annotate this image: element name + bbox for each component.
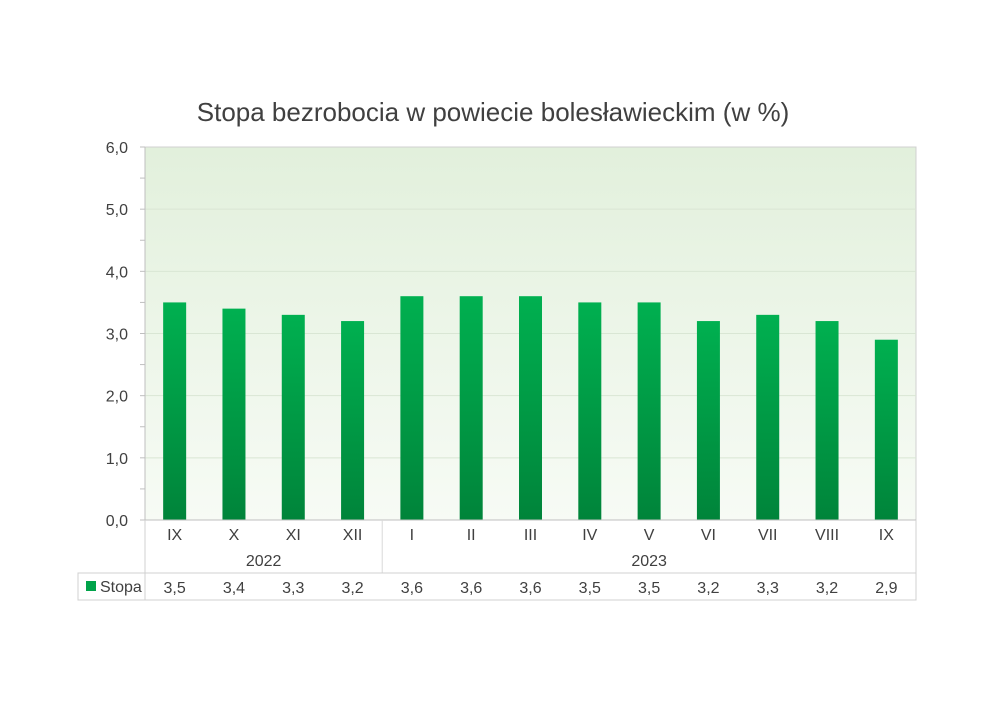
data-table-value: 2,9 <box>875 580 897 597</box>
bar <box>222 308 246 520</box>
y-tick-label: 3,0 <box>106 327 128 344</box>
data-table-value: 3,6 <box>460 580 482 597</box>
bar <box>756 314 780 520</box>
data-table-border <box>77 572 917 601</box>
legend-key <box>86 581 96 591</box>
data-table: Stopa 3,5 3,4 3,3 3,2 3,6 3,6 3,6 3,5 3,5 3,2 3,3 3… <box>77 520 917 601</box>
bar <box>400 296 424 520</box>
bar <box>874 339 898 520</box>
data-table-value: 3,5 <box>164 580 186 597</box>
data-table-value: 3,4 <box>223 580 245 597</box>
bar-series <box>163 296 898 520</box>
data-table-value: 3,6 <box>401 580 423 597</box>
bar <box>341 321 365 520</box>
data-table-value: 3,6 <box>519 580 541 597</box>
year-group-label: 2023 <box>631 553 667 570</box>
bar <box>578 302 602 520</box>
data-table-value: 3,5 <box>579 580 601 597</box>
x-tick-label: V <box>644 527 655 544</box>
x-tick-label: VIII <box>815 527 839 544</box>
data-table-value: 3,2 <box>816 580 838 597</box>
x-tick-label: X <box>229 527 240 544</box>
x-tick-label: VII <box>758 527 778 544</box>
y-tick-label: 5,0 <box>106 202 128 219</box>
x-tick-label: III <box>524 527 537 544</box>
bar <box>815 321 839 520</box>
year-group-label: 2022 <box>246 553 282 570</box>
y-tick-label: 4,0 <box>106 264 128 281</box>
x-tick-label: VI <box>701 527 716 544</box>
data-table-value: 3,5 <box>638 580 660 597</box>
x-tick-label: XI <box>286 527 301 544</box>
y-axis: 0,0 1,0 2,0 3,0 4,0 5,0 6,0 <box>106 140 146 530</box>
x-tick-label: XII <box>343 527 363 544</box>
x-tick-label: IV <box>582 527 597 544</box>
x-tick-label: II <box>467 527 476 544</box>
bar <box>696 321 720 520</box>
data-table-value: 3,3 <box>282 580 304 597</box>
x-tick-label: IX <box>879 527 894 544</box>
bar <box>519 296 542 520</box>
data-table-value: 3,2 <box>697 580 719 597</box>
y-tick-label: 0,0 <box>106 513 128 530</box>
chart-title: Stopa bezrobocia w powiecie bolesławieck… <box>197 97 789 127</box>
bar <box>637 302 661 520</box>
y-tick-label: 6,0 <box>106 140 128 157</box>
data-table-value: 3,3 <box>757 580 779 597</box>
data-table-value: 3,2 <box>341 580 363 597</box>
legend-label: Stopa <box>100 579 142 596</box>
x-tick-label: I <box>410 527 414 544</box>
y-tick-label: 1,0 <box>106 451 128 468</box>
bar <box>281 314 305 520</box>
bar <box>163 302 187 520</box>
y-tick-label: 2,0 <box>106 389 128 406</box>
bar <box>459 296 483 520</box>
x-tick-label: IX <box>167 527 182 544</box>
